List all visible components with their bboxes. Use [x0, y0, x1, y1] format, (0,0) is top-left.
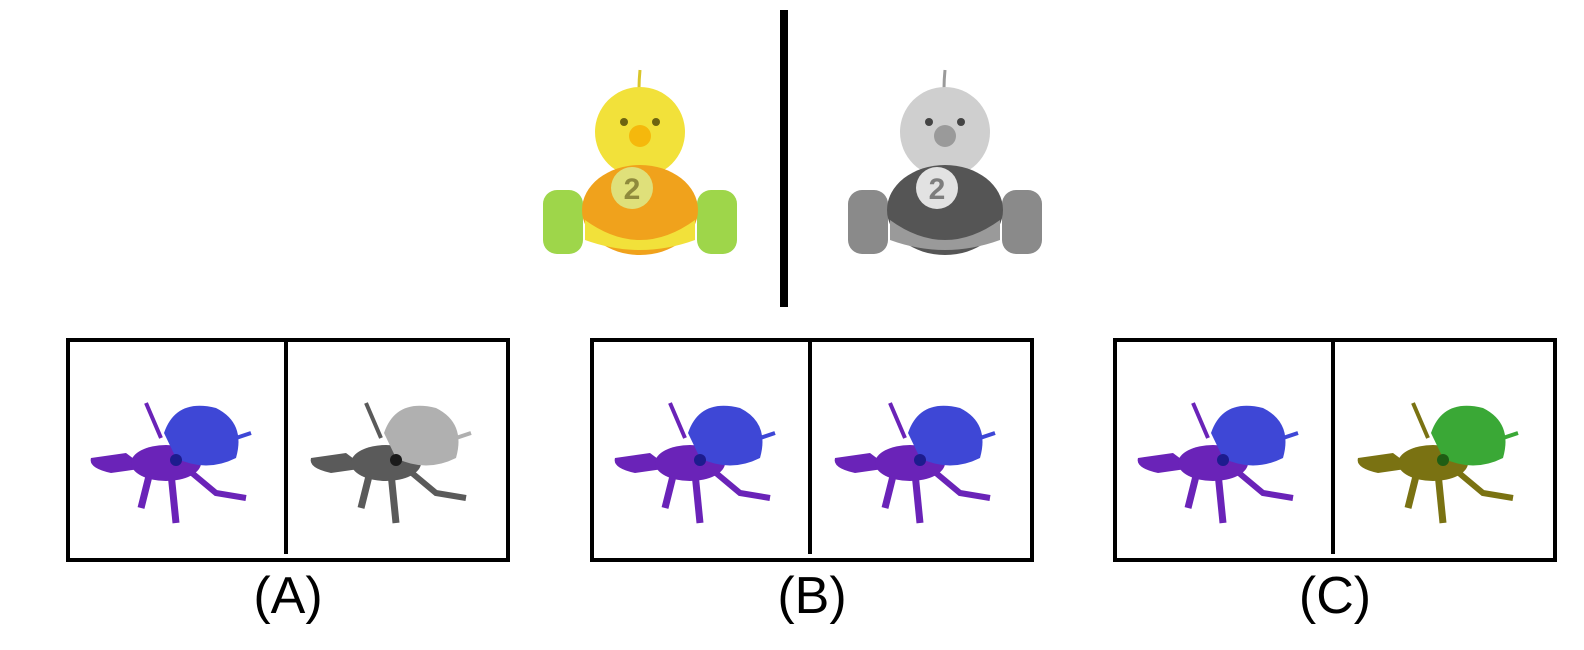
toy-number: 2	[929, 173, 946, 206]
option-label: (A)	[253, 567, 323, 625]
hermit-crab-icon	[834, 402, 996, 524]
option-b[interactable]: (B)	[590, 338, 1034, 625]
hermit-crab-icon	[614, 402, 776, 524]
image-pair-box	[1113, 338, 1557, 562]
divider-line	[780, 10, 788, 307]
pair-divider	[808, 338, 812, 554]
hermit-crab-icon	[1357, 402, 1519, 524]
option-a[interactable]: (A)	[66, 338, 510, 625]
hermit-crab-icon	[90, 402, 252, 524]
pair-divider	[1331, 338, 1335, 554]
hermit-crab-icon	[1137, 402, 1299, 524]
example-pair: 2 2	[0, 0, 1584, 320]
toy-car-chick-gray-icon: 2	[848, 69, 1042, 255]
option-label: (B)	[777, 567, 847, 625]
toy-number: 2	[624, 173, 641, 206]
pair-divider	[284, 338, 288, 554]
option-label: (C)	[1298, 567, 1372, 625]
toy-car-chick-color-icon: 2	[543, 69, 737, 255]
hermit-crab-icon	[310, 402, 472, 524]
option-c[interactable]: (C)	[1113, 338, 1557, 625]
